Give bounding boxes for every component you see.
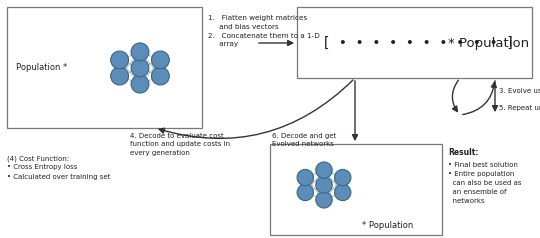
Circle shape xyxy=(131,59,149,77)
Circle shape xyxy=(316,162,332,178)
Bar xyxy=(270,144,442,235)
Circle shape xyxy=(316,192,332,208)
Circle shape xyxy=(152,51,170,69)
Text: 4. Decode to evaluate cost
function and update costs in
every generation: 4. Decode to evaluate cost function and … xyxy=(130,133,230,155)
Bar xyxy=(7,7,202,128)
Text: Population *: Population * xyxy=(16,64,68,73)
Text: 1.   Flatten weight matrices
     and bias vectors
2.   Concatenate them to a 1-: 1. Flatten weight matrices and bias vect… xyxy=(208,15,320,47)
Text: 3. Evolve using DE: 3. Evolve using DE xyxy=(499,88,540,94)
Text: * Population: * Population xyxy=(362,222,413,230)
Circle shape xyxy=(152,67,170,85)
Circle shape xyxy=(297,184,313,201)
Circle shape xyxy=(297,169,313,186)
Text: Result:: Result: xyxy=(448,148,478,157)
Circle shape xyxy=(335,169,351,186)
Text: [ • • • • • • • • • • ]: [ • • • • • • • • • • ] xyxy=(322,36,515,50)
Text: 5. Repeat until convergence: 5. Repeat until convergence xyxy=(499,105,540,111)
Circle shape xyxy=(131,43,149,61)
Circle shape xyxy=(111,51,129,69)
Text: 6. Decode and get
Evolved networks: 6. Decode and get Evolved networks xyxy=(272,133,336,147)
Circle shape xyxy=(111,67,129,85)
Circle shape xyxy=(316,177,332,193)
Text: • Final best solution
• Entire population
  can also be used as
  an ensemble of: • Final best solution • Entire populatio… xyxy=(448,162,522,204)
Text: (4) Cost Function:
• Cross Entropy loss
• Calculated over training set: (4) Cost Function: • Cross Entropy loss … xyxy=(7,155,110,179)
Bar xyxy=(297,7,532,78)
Circle shape xyxy=(335,184,351,201)
Text: * Population: * Population xyxy=(448,36,529,50)
Circle shape xyxy=(131,75,149,93)
